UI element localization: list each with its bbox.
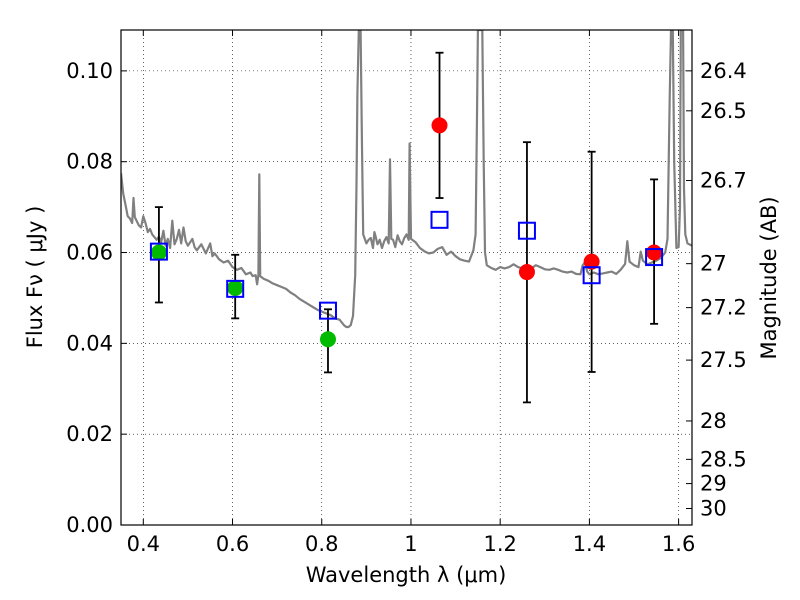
data-point-square xyxy=(430,210,449,229)
y-tick-label: 0.10 xyxy=(66,59,113,83)
tick-layer xyxy=(121,30,692,526)
magnitude-tick-label: 27 xyxy=(700,252,727,276)
data-point-circle xyxy=(319,331,336,348)
data-point-square xyxy=(517,221,536,240)
y-tick-label: 0.02 xyxy=(66,422,113,446)
data-point-square xyxy=(582,266,601,285)
magnitude-tick-label: 27.5 xyxy=(700,348,747,372)
data-point-circle xyxy=(518,264,535,281)
data-point-circle xyxy=(431,117,448,134)
x-tick-label: 1 xyxy=(404,532,417,556)
y-tick-labels: 0.00 0.02 0.04 0.06 0.08 0.10 xyxy=(66,59,113,537)
magnitude-tick-label: 26.4 xyxy=(700,59,747,83)
magnitude-tick-label: 26.7 xyxy=(700,168,747,192)
grid-layer xyxy=(121,30,692,526)
magnitude-tick-label: 26.5 xyxy=(700,99,747,123)
data-point-square xyxy=(645,248,664,267)
y-tick-label: 0.04 xyxy=(66,331,113,355)
x-tick-label: 0.8 xyxy=(305,532,338,556)
x-tick-label: 1.4 xyxy=(573,532,606,556)
marker-layer xyxy=(149,51,664,404)
x-tick-labels: 0.4 0.6 0.8 1 1.2 1.4 1.6 xyxy=(127,532,696,556)
magnitude-axis-title: Magnitude (AB) xyxy=(757,196,781,359)
line-layer xyxy=(121,30,692,329)
x-tick-label: 1.2 xyxy=(483,532,516,556)
magnitude-tick-label: 28.5 xyxy=(700,447,747,471)
plot-frame xyxy=(120,29,693,526)
y-tick-label: 0.06 xyxy=(66,241,113,265)
data-point-circle xyxy=(583,253,600,270)
data-point-circle xyxy=(150,244,167,261)
x-tick-label: 0.6 xyxy=(216,532,249,556)
data-point-square xyxy=(226,279,245,298)
data-point-circle xyxy=(227,279,244,296)
magnitude-tick-label: 27.2 xyxy=(700,296,747,320)
y-tick-label: 0.08 xyxy=(66,150,113,174)
data-point-square xyxy=(149,242,168,261)
x-tick-label: 1.6 xyxy=(662,532,695,556)
magnitude-tick-label: 30 xyxy=(700,497,727,521)
data-point-square xyxy=(318,301,337,320)
magnitude-tick-label: 29 xyxy=(700,472,727,496)
data-point-circle xyxy=(646,244,663,261)
magnitude-tick-label: 28 xyxy=(700,409,727,433)
y-axis-title: Flux Fν ( μJy ) xyxy=(23,206,47,349)
spectrum-line xyxy=(121,30,692,329)
y-tick-label: 0.00 xyxy=(66,513,113,537)
x-axis-title: Wavelength λ (μm) xyxy=(306,563,507,587)
x-tick-label: 0.4 xyxy=(127,532,160,556)
